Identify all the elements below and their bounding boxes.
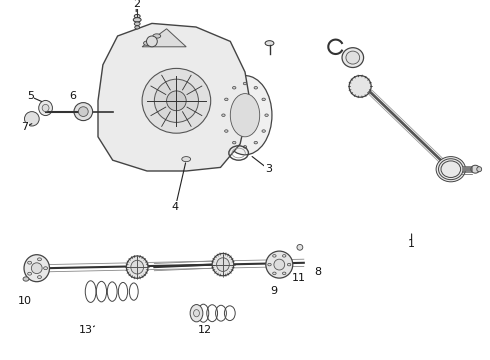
Ellipse shape: [436, 157, 466, 182]
Text: 6: 6: [69, 91, 76, 102]
Ellipse shape: [282, 255, 286, 257]
Text: 8: 8: [314, 267, 321, 277]
Text: 7: 7: [21, 122, 28, 132]
Text: 11: 11: [292, 273, 306, 283]
Ellipse shape: [38, 276, 42, 279]
Ellipse shape: [212, 253, 234, 276]
Ellipse shape: [42, 104, 49, 112]
Ellipse shape: [441, 161, 461, 177]
Text: 13: 13: [79, 325, 93, 336]
Text: 12: 12: [198, 325, 212, 336]
Ellipse shape: [224, 98, 228, 100]
Ellipse shape: [182, 157, 191, 162]
Ellipse shape: [147, 36, 157, 47]
Ellipse shape: [342, 48, 364, 68]
Ellipse shape: [38, 258, 42, 261]
Ellipse shape: [144, 41, 150, 45]
Text: 4: 4: [172, 202, 179, 212]
Ellipse shape: [265, 114, 269, 117]
Ellipse shape: [230, 94, 260, 137]
Ellipse shape: [272, 255, 276, 257]
Bar: [10, 216, 358, 353]
Ellipse shape: [297, 244, 303, 250]
Ellipse shape: [477, 167, 482, 172]
Ellipse shape: [27, 272, 31, 275]
Ellipse shape: [153, 34, 161, 38]
Ellipse shape: [232, 141, 236, 144]
Ellipse shape: [39, 100, 52, 116]
Bar: [10, 7, 309, 209]
Ellipse shape: [349, 76, 371, 97]
Ellipse shape: [268, 264, 271, 266]
Ellipse shape: [135, 26, 140, 29]
Text: 1: 1: [408, 239, 415, 249]
Ellipse shape: [274, 259, 285, 270]
Ellipse shape: [24, 112, 39, 126]
Ellipse shape: [254, 86, 258, 89]
Ellipse shape: [78, 107, 88, 117]
Ellipse shape: [24, 255, 49, 282]
Bar: [314, 7, 485, 252]
Ellipse shape: [221, 114, 225, 117]
Ellipse shape: [262, 130, 266, 132]
Ellipse shape: [131, 260, 144, 274]
Ellipse shape: [44, 267, 48, 270]
Ellipse shape: [217, 258, 229, 271]
Ellipse shape: [134, 22, 140, 26]
Ellipse shape: [190, 305, 203, 322]
Ellipse shape: [133, 18, 141, 22]
Text: 3: 3: [265, 164, 272, 174]
Ellipse shape: [287, 264, 291, 266]
Ellipse shape: [266, 251, 293, 278]
Ellipse shape: [265, 41, 274, 46]
Ellipse shape: [74, 103, 93, 121]
Text: 9: 9: [270, 286, 277, 296]
Ellipse shape: [218, 76, 272, 155]
Ellipse shape: [142, 68, 211, 133]
Ellipse shape: [23, 277, 29, 281]
Ellipse shape: [262, 98, 266, 100]
Ellipse shape: [282, 272, 286, 275]
Ellipse shape: [134, 14, 140, 18]
Ellipse shape: [471, 165, 480, 173]
Ellipse shape: [167, 91, 186, 111]
Ellipse shape: [439, 159, 463, 180]
Text: 10: 10: [18, 296, 31, 306]
Ellipse shape: [154, 79, 198, 122]
Ellipse shape: [254, 141, 258, 144]
Ellipse shape: [126, 256, 148, 278]
Ellipse shape: [243, 145, 247, 148]
Ellipse shape: [27, 261, 31, 264]
Ellipse shape: [194, 310, 199, 317]
Ellipse shape: [272, 272, 276, 275]
Ellipse shape: [224, 130, 228, 132]
Ellipse shape: [346, 51, 360, 64]
Ellipse shape: [243, 82, 247, 85]
Ellipse shape: [233, 86, 236, 89]
Text: 2: 2: [133, 0, 140, 9]
Polygon shape: [98, 23, 250, 171]
Text: 5: 5: [27, 91, 34, 102]
Ellipse shape: [31, 263, 42, 274]
Polygon shape: [142, 29, 186, 47]
